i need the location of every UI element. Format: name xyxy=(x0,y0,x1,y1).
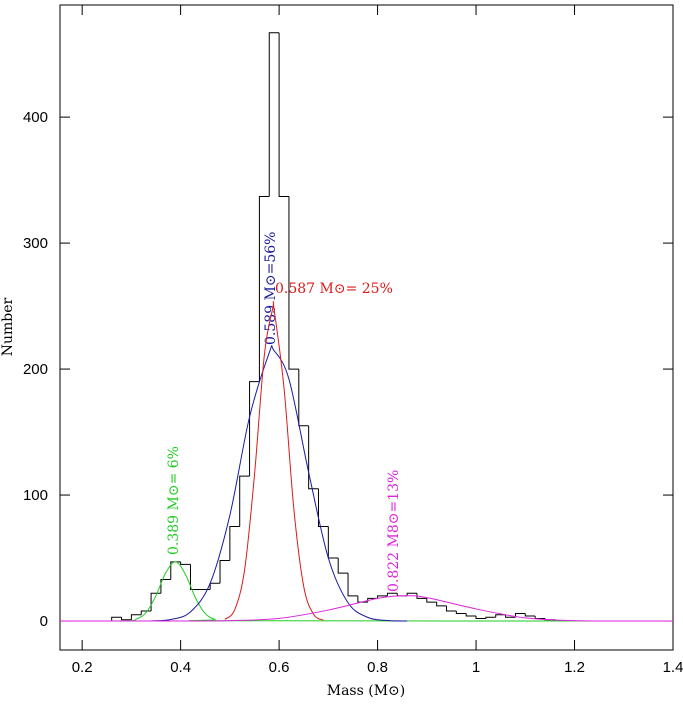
histogram-bin xyxy=(465,613,477,617)
histogram-bin xyxy=(298,369,309,427)
histogram-bin xyxy=(121,617,132,621)
y-axis-title: Number xyxy=(0,297,16,356)
fit-annotation: 0.822 M8⊙=13% xyxy=(386,470,402,592)
histogram-bin xyxy=(219,560,230,584)
fit-curve xyxy=(151,345,408,622)
x-tick-label: 0.4 xyxy=(170,659,191,676)
histogram-bin xyxy=(357,595,368,603)
histogram-bin xyxy=(337,558,349,574)
y-tick-label: 300 xyxy=(23,235,48,252)
y-tick-label: 400 xyxy=(23,109,48,126)
histogram-bin xyxy=(308,425,319,490)
histogram-bin xyxy=(534,615,545,620)
x-tick-label: 1.4 xyxy=(663,659,683,676)
fit-annotation: 0.587 M⊙= 25% xyxy=(275,281,393,297)
histogram-bin xyxy=(446,605,457,612)
histogram-bin xyxy=(495,614,506,618)
histogram-bin xyxy=(377,595,388,599)
fit-annotation: 0.389 M⊙= 6% xyxy=(166,446,182,555)
histogram-bin xyxy=(288,196,299,370)
histogram-bin xyxy=(317,488,329,528)
histogram-bin xyxy=(278,32,289,197)
histogram-bin xyxy=(505,614,516,618)
x-tick-label: 1 xyxy=(472,659,480,676)
histogram-bin xyxy=(258,195,270,382)
histogram-bin xyxy=(180,561,191,565)
fit-curve xyxy=(60,595,674,622)
histogram-bin xyxy=(347,573,358,597)
histogram-bin xyxy=(406,592,417,596)
histogram-bin xyxy=(524,613,536,617)
histogram-bin xyxy=(426,598,437,603)
histogram-bin xyxy=(327,526,339,559)
x-tick-label: 0.2 xyxy=(72,659,93,676)
histogram-bin xyxy=(111,616,122,622)
histogram-bin xyxy=(436,602,447,607)
y-tick-label: 200 xyxy=(23,361,48,378)
histogram-bin xyxy=(209,582,221,590)
histogram-bin xyxy=(485,616,496,619)
histogram-bin xyxy=(239,475,250,527)
x-tick-label: 1.2 xyxy=(564,659,585,676)
fit-curve xyxy=(59,561,674,622)
histogram-bin xyxy=(416,593,427,599)
histogram-bin xyxy=(268,32,280,197)
histogram-bin xyxy=(170,561,181,580)
x-tick-label: 0.8 xyxy=(367,659,388,676)
histogram-bin xyxy=(386,592,398,596)
x-axis-title: Mass (M⊙) xyxy=(327,683,406,699)
fit-curve xyxy=(224,301,324,621)
histogram-bin xyxy=(475,615,486,620)
y-tick-label: 0 xyxy=(40,613,48,630)
y-tick-label: 100 xyxy=(23,487,48,504)
histogram-bin xyxy=(249,381,260,477)
histogram-bin xyxy=(455,610,467,614)
x-tick-label: 0.6 xyxy=(269,659,290,676)
histogram-bin xyxy=(189,564,201,591)
plot-frame xyxy=(59,4,674,651)
histogram-bin xyxy=(160,578,171,594)
histogram-bin xyxy=(130,614,142,620)
histogram-bin xyxy=(229,526,240,561)
